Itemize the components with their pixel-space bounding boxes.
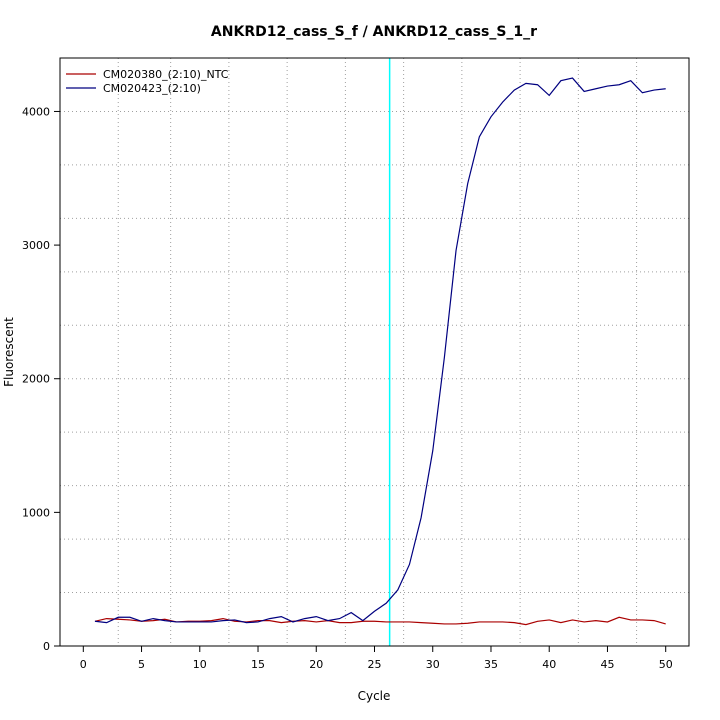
grid-layer: [60, 57, 689, 646]
x-tick-label: 30: [426, 658, 440, 671]
series-line-2: [94, 77, 666, 624]
x-tick-label: 40: [542, 658, 556, 671]
y-tick-label: 1000: [22, 506, 50, 519]
y-tick-label: 4000: [22, 105, 50, 118]
x-tick-label: 45: [600, 658, 614, 671]
series-line-1: [94, 616, 666, 626]
y-axis-label: Fluorescent: [2, 317, 16, 387]
x-tick-label: 5: [138, 658, 145, 671]
x-tick-label: 35: [484, 658, 498, 671]
x-tick-label: 0: [80, 658, 87, 671]
x-tick-label: 25: [368, 658, 382, 671]
y-tick-label: 0: [43, 640, 50, 653]
x-tick-label: 20: [309, 658, 323, 671]
y-tick-label: 2000: [22, 373, 50, 386]
y-tick-label: 3000: [22, 239, 50, 252]
axis-layer: 0 5 10 15 20 25 30 35 40 45 50 0 1000 2000 3000 4000: [22, 105, 673, 671]
chart-title: ANKRD12_cass_S_f / ANKRD12_cass_S_1_r: [211, 24, 537, 40]
x-tick-label: 50: [659, 658, 673, 671]
x-tick-label: 10: [193, 658, 207, 671]
x-tick-label: 15: [251, 658, 265, 671]
x-axis-label: Cycle: [358, 689, 391, 703]
legend-label-1: CM020380_(2:10)_NTC: [103, 68, 229, 81]
legend-label-2: CM020423_(2:10): [103, 82, 201, 95]
